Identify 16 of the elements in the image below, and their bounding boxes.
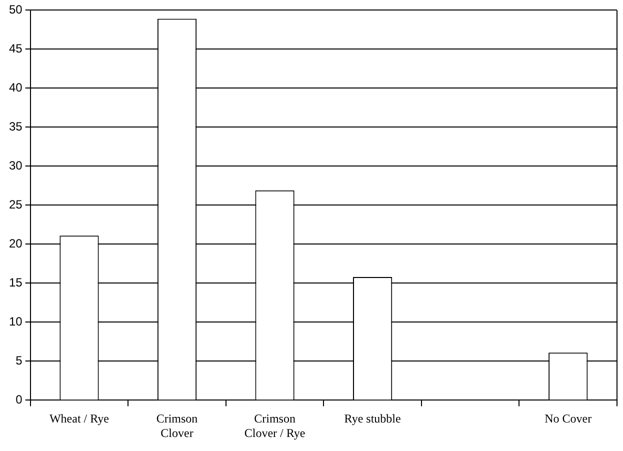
y-tick-label: 10 (8, 314, 23, 329)
y-tick-label: 20 (8, 236, 23, 251)
x-tick-label: Crimson Clover (156, 412, 198, 440)
y-tick-label: 25 (8, 198, 23, 212)
y-tick-label: 40 (8, 80, 23, 95)
x-tick-label: Wheat / Rye (49, 412, 109, 426)
x-tick-label: No Cover (544, 412, 592, 426)
x-tick-label: Rye stubble (344, 412, 401, 426)
y-tick-label: 50 (8, 2, 23, 17)
y-tick-label: 5 (16, 354, 23, 368)
y-tick-label: 45 (8, 42, 23, 56)
y-tick-label: 15 (8, 276, 23, 290)
x-tick-label: Crimson Clover / Rye (244, 412, 306, 440)
y-tick-label: 30 (8, 158, 23, 173)
y-tick-label: 35 (8, 120, 23, 134)
y-tick-label: 0 (16, 392, 23, 407)
